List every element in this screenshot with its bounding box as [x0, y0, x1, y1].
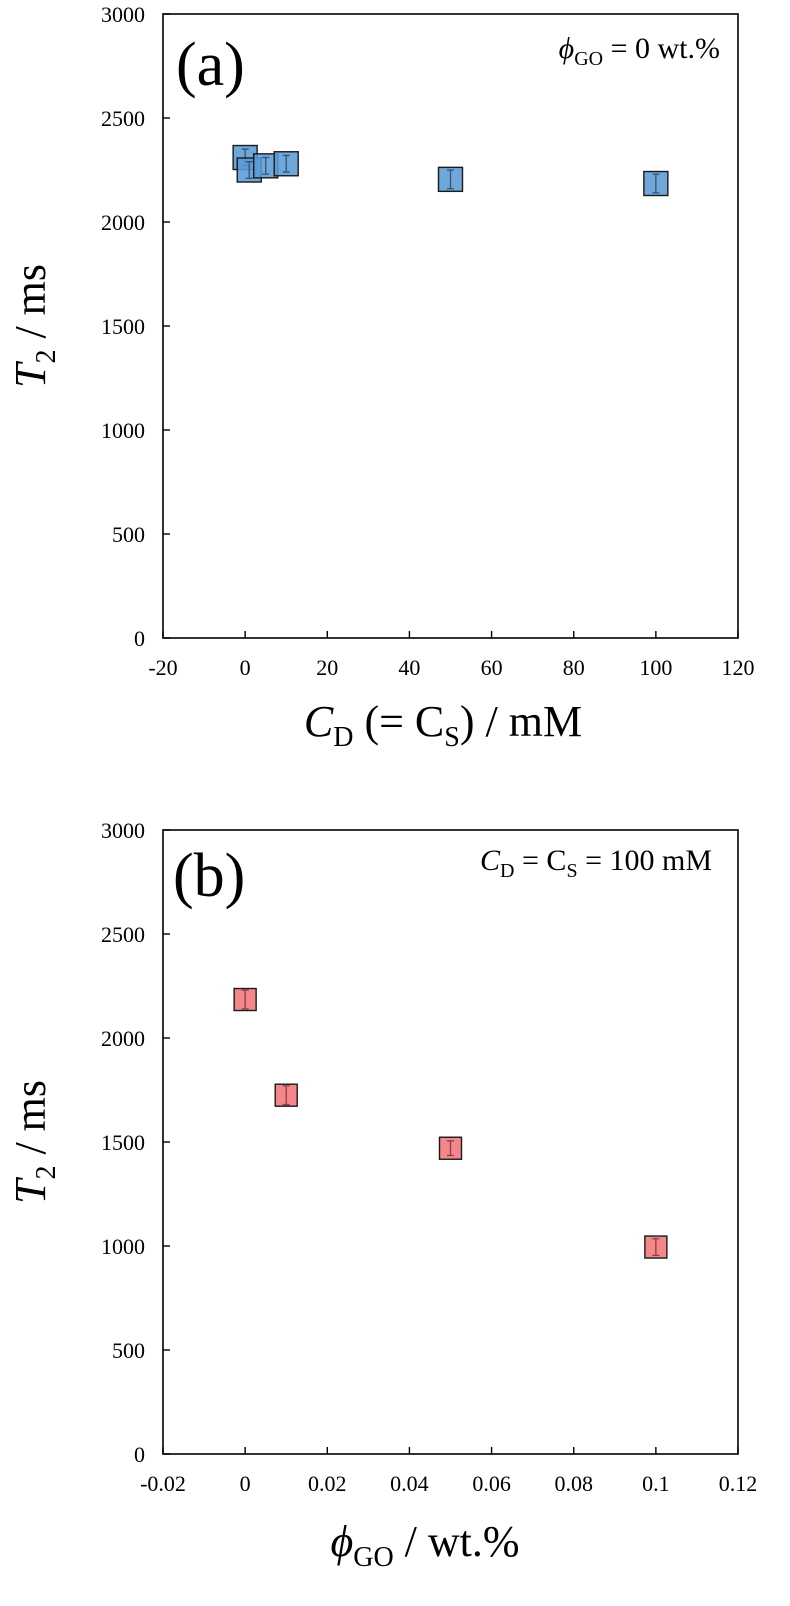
axes-a: -20 0 20 40 60 80 100 1200500100015002000250030… — [101, 2, 755, 680]
x-tick-label-a: 120 — [722, 655, 755, 680]
y-tick-label-b: 1000 — [101, 1234, 145, 1259]
error-bar-a — [282, 154, 290, 173]
y-axis-label-a: T2 / ms — [6, 264, 62, 388]
data-point-b — [233, 987, 257, 1012]
x-tick-label-b: 0.06 — [472, 1471, 511, 1496]
y-axis-label-b: T2 / ms — [6, 1080, 62, 1204]
y-tick-label-a: 2500 — [101, 106, 145, 131]
y-tick-label-b: 0 — [134, 1442, 145, 1467]
data-point-b — [274, 1083, 298, 1107]
x-tick-label-a: 100 — [639, 655, 672, 680]
data-point-b — [644, 1235, 668, 1259]
x-tick-label-b: 0.12 — [719, 1471, 758, 1496]
error-bar-b — [241, 989, 249, 1010]
error-bar-a — [262, 156, 270, 175]
chart-panel-b: -0.02 0 0.02 0.04 0.06 0.08 0.1 0.12 0 500 1000 150… — [6, 818, 757, 1573]
data-points-b — [233, 987, 668, 1259]
y-tick-label-b: 3000 — [101, 818, 145, 843]
y-tick-label-a: 500 — [112, 522, 145, 547]
y-tick-label-b: 500 — [112, 1338, 145, 1363]
chart-panel-a: -20 0 20 40 60 80 100 1200500100015002000250030… — [6, 2, 755, 753]
y-tick-label-a: 1500 — [101, 314, 145, 339]
data-point-b — [438, 1136, 463, 1160]
x-tick-label-b: 0.02 — [308, 1471, 347, 1496]
error-bar-a — [245, 161, 253, 179]
x-tick-label-b: 0.08 — [554, 1471, 593, 1496]
x-tick-label-a: 60 — [481, 655, 503, 680]
error-bar-a — [652, 173, 660, 194]
condition-label-b: CD = CS = 100 mM — [480, 844, 712, 882]
error-bar-b — [282, 1085, 290, 1106]
data-point-a — [273, 151, 299, 177]
y-tick-label-a: 0 — [134, 626, 145, 651]
error-bar-a — [447, 169, 454, 190]
x-tick-label-a: 20 — [316, 655, 338, 680]
y-tick-label-a: 3000 — [101, 2, 145, 27]
panel-label-a: (a) — [176, 31, 245, 99]
error-bar-b — [652, 1238, 660, 1257]
condition-label-a: ϕGO = 0 wt.% — [559, 32, 720, 70]
x-axis-label-a: CD (= CS) / mM — [304, 697, 582, 753]
y-tick-label-a: 1000 — [101, 418, 145, 443]
x-tick-label-a: 40 — [398, 655, 420, 680]
data-points-a — [232, 144, 669, 197]
x-tick-label-b: 0.04 — [390, 1471, 429, 1496]
axes-b: -0.02 0 0.02 0.04 0.06 0.08 0.1 0.12 0 500 1000 150… — [101, 818, 757, 1496]
data-point-a — [437, 166, 464, 193]
plot-frame-a — [162, 13, 739, 639]
x-tick-label-b: 0 — [240, 1471, 251, 1496]
y-tick-label-b: 2000 — [101, 1026, 145, 1051]
x-tick-label-a: 80 — [563, 655, 585, 680]
x-tick-label-a: -20 — [148, 655, 177, 680]
x-axis-label-b: ϕGO / wt.% — [330, 1517, 519, 1573]
x-tick-label-b: 0.1 — [642, 1471, 670, 1496]
data-point-a — [643, 170, 669, 197]
x-tick-label-a: 0 — [240, 655, 251, 680]
y-tick-label-b: 2500 — [101, 922, 145, 947]
y-tick-label-a: 2000 — [101, 210, 145, 235]
panel-label-b: (b) — [173, 842, 245, 910]
error-bar-b — [447, 1140, 454, 1157]
y-tick-label-b: 1500 — [101, 1130, 145, 1155]
x-tick-label-b: -0.02 — [140, 1471, 186, 1496]
